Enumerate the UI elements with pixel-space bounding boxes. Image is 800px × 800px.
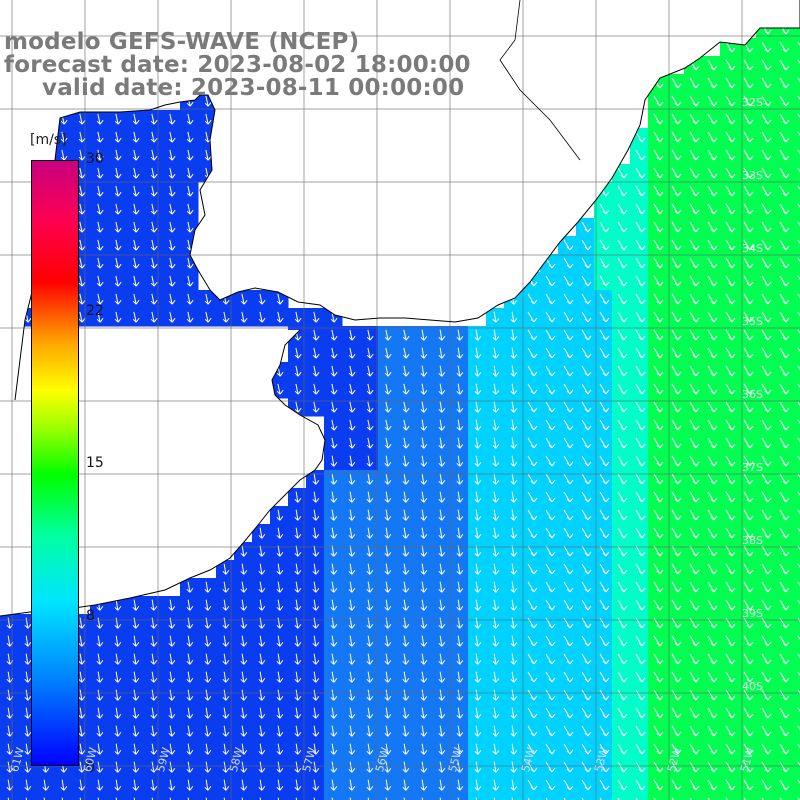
colorbar-tick-22: 22 <box>86 303 104 319</box>
lat-label: 38S <box>742 534 763 547</box>
lat-label: 35S <box>742 315 763 328</box>
lat-label: 33S <box>742 169 763 182</box>
lat-label: 36S <box>742 388 763 401</box>
colorbar <box>31 160 79 766</box>
lat-label: 40S <box>742 680 763 693</box>
colorbar-tick-30: 30 <box>86 151 104 167</box>
land-south <box>0 330 325 800</box>
colorbar-tick-0: 0 <box>86 760 95 776</box>
colorbar-unit: [m/s] <box>30 132 67 148</box>
colorbar-tick-15: 15 <box>86 455 104 471</box>
coastline <box>0 0 800 617</box>
colorbar-tick-8: 8 <box>86 608 95 624</box>
wind-direction-arrows <box>6 23 800 800</box>
land-north <box>0 0 800 610</box>
lat-label: 39S <box>742 607 763 620</box>
model-title: modelo GEFS-WAVE (NCEP) <box>4 29 360 55</box>
lat-label: 37S <box>742 461 763 474</box>
valid-date: valid date: 2023-08-11 00:00:00 <box>42 75 465 101</box>
forecast-date: forecast date: 2023-08-02 18:00:00 <box>4 52 471 78</box>
lat-label: 32S <box>742 96 763 109</box>
lat-label: 34S <box>742 242 763 255</box>
